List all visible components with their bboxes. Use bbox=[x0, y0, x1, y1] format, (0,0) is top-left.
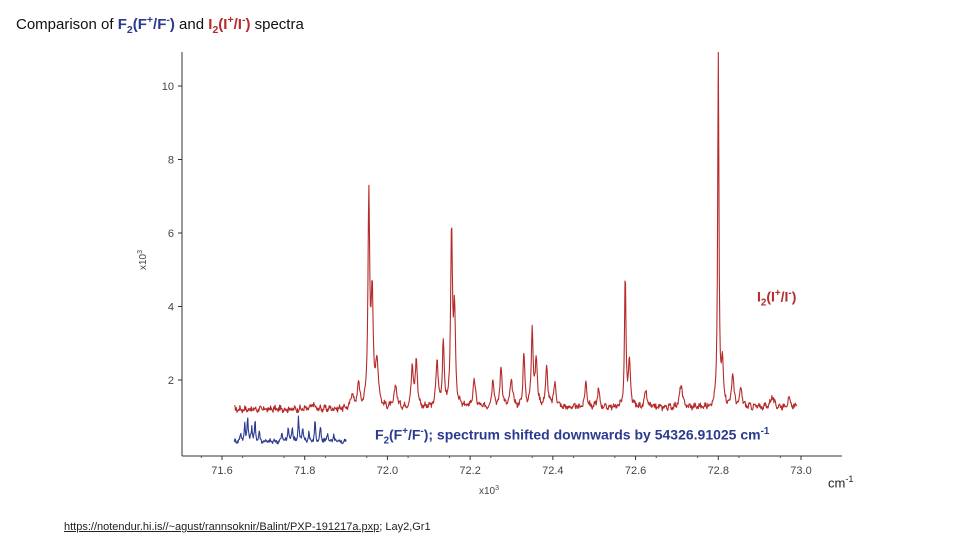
axes bbox=[181, 52, 842, 457]
f2-label-sub: 2 bbox=[383, 435, 390, 447]
i2-spectrum-line bbox=[234, 51, 798, 414]
i2-minus: - bbox=[241, 14, 246, 26]
f2-letter: F bbox=[117, 16, 127, 33]
i2-plus: + bbox=[227, 14, 234, 26]
x-axis-unit: cm-1 bbox=[828, 474, 853, 490]
title-prefix: Comparison of bbox=[16, 16, 118, 33]
x-tick-label: 72.4 bbox=[542, 465, 563, 477]
x-axis-multiplier: x103 bbox=[479, 485, 499, 497]
x-tick-label: 72.8 bbox=[708, 465, 729, 477]
i2-close: ) bbox=[245, 16, 251, 33]
f2-label-plus: + bbox=[402, 426, 408, 437]
unit-base: cm bbox=[828, 475, 846, 491]
f2-label-rest: ); spectrum shifted downwards by 54326.9… bbox=[423, 426, 761, 443]
series-group bbox=[233, 51, 798, 445]
f2-label-minus: - bbox=[420, 426, 424, 437]
title-suffix: spectra bbox=[250, 16, 304, 33]
x-tick-label: 73.0 bbox=[790, 465, 811, 477]
i2-label-close: ) bbox=[791, 288, 797, 305]
f2-plus: + bbox=[146, 14, 154, 26]
i2-label-sub: 2 bbox=[760, 297, 767, 309]
f2-minus: - bbox=[166, 14, 170, 26]
title-i2-species: I2(I+/I-) bbox=[208, 14, 251, 36]
y-tick-label: 8 bbox=[168, 155, 174, 167]
source-link[interactable]: https://notendur.hi.is//~agust/rannsokni… bbox=[64, 521, 380, 533]
y-tick-label: 4 bbox=[168, 302, 174, 314]
i2-label-letter: I bbox=[757, 288, 761, 305]
f2-spectrum-line bbox=[233, 415, 347, 445]
unit-sup: -1 bbox=[845, 474, 854, 484]
ticks: 2 4 6 8 10 71.6 71.8 72.0 72.2 72.4 72.6 72.8 73.0 bbox=[162, 81, 812, 477]
i2-label-plus: + bbox=[774, 288, 781, 299]
f2-subscript: 2 bbox=[126, 24, 133, 36]
i2-subscript: 2 bbox=[212, 24, 219, 36]
y-tick-label: 10 bbox=[162, 81, 174, 93]
footer: https://notendur.hi.is//~agust/rannsokni… bbox=[64, 521, 431, 533]
i2-label-ion: (I bbox=[766, 288, 775, 305]
i2-series-label: I2(I+/I-) bbox=[757, 288, 796, 308]
i2-letter: I bbox=[208, 16, 213, 33]
i2-mid: /I bbox=[233, 16, 242, 33]
y-tick-label: 6 bbox=[168, 228, 174, 240]
f2-close: ) bbox=[169, 16, 175, 33]
slide-title: Comparison of F2(F+/F-) and I2(I+/I-) sp… bbox=[16, 14, 304, 36]
x-tick-label: 72.0 bbox=[377, 465, 398, 477]
f2-label-sup: -1 bbox=[760, 426, 770, 437]
f2-series-label: F2(F+/F-); spectrum shifted downwards by… bbox=[375, 426, 769, 446]
f2-mid: /F bbox=[153, 16, 167, 33]
title-f2-species: F2(F+/F-) bbox=[117, 14, 175, 36]
f2-label-ion: (F bbox=[389, 426, 403, 443]
x-tick-label: 72.6 bbox=[625, 465, 646, 477]
i2-label-mid: /I bbox=[780, 288, 789, 305]
x-tick-label: 72.2 bbox=[459, 465, 480, 477]
x-tick-label: 71.8 bbox=[294, 465, 315, 477]
f2-label-letter: F bbox=[375, 426, 384, 443]
f2-ion: (F bbox=[132, 16, 147, 33]
x-tick-label: 71.6 bbox=[211, 465, 232, 477]
title-connector: and bbox=[174, 16, 209, 33]
f2-label-mid: /F bbox=[407, 426, 421, 443]
i2-ion: (I bbox=[218, 16, 228, 33]
i2-label-minus: - bbox=[788, 288, 792, 299]
footer-note: ; Lay2,Gr1 bbox=[379, 521, 431, 533]
y-axis-multiplier: x103 bbox=[137, 250, 149, 270]
y-tick-label: 2 bbox=[168, 375, 174, 387]
